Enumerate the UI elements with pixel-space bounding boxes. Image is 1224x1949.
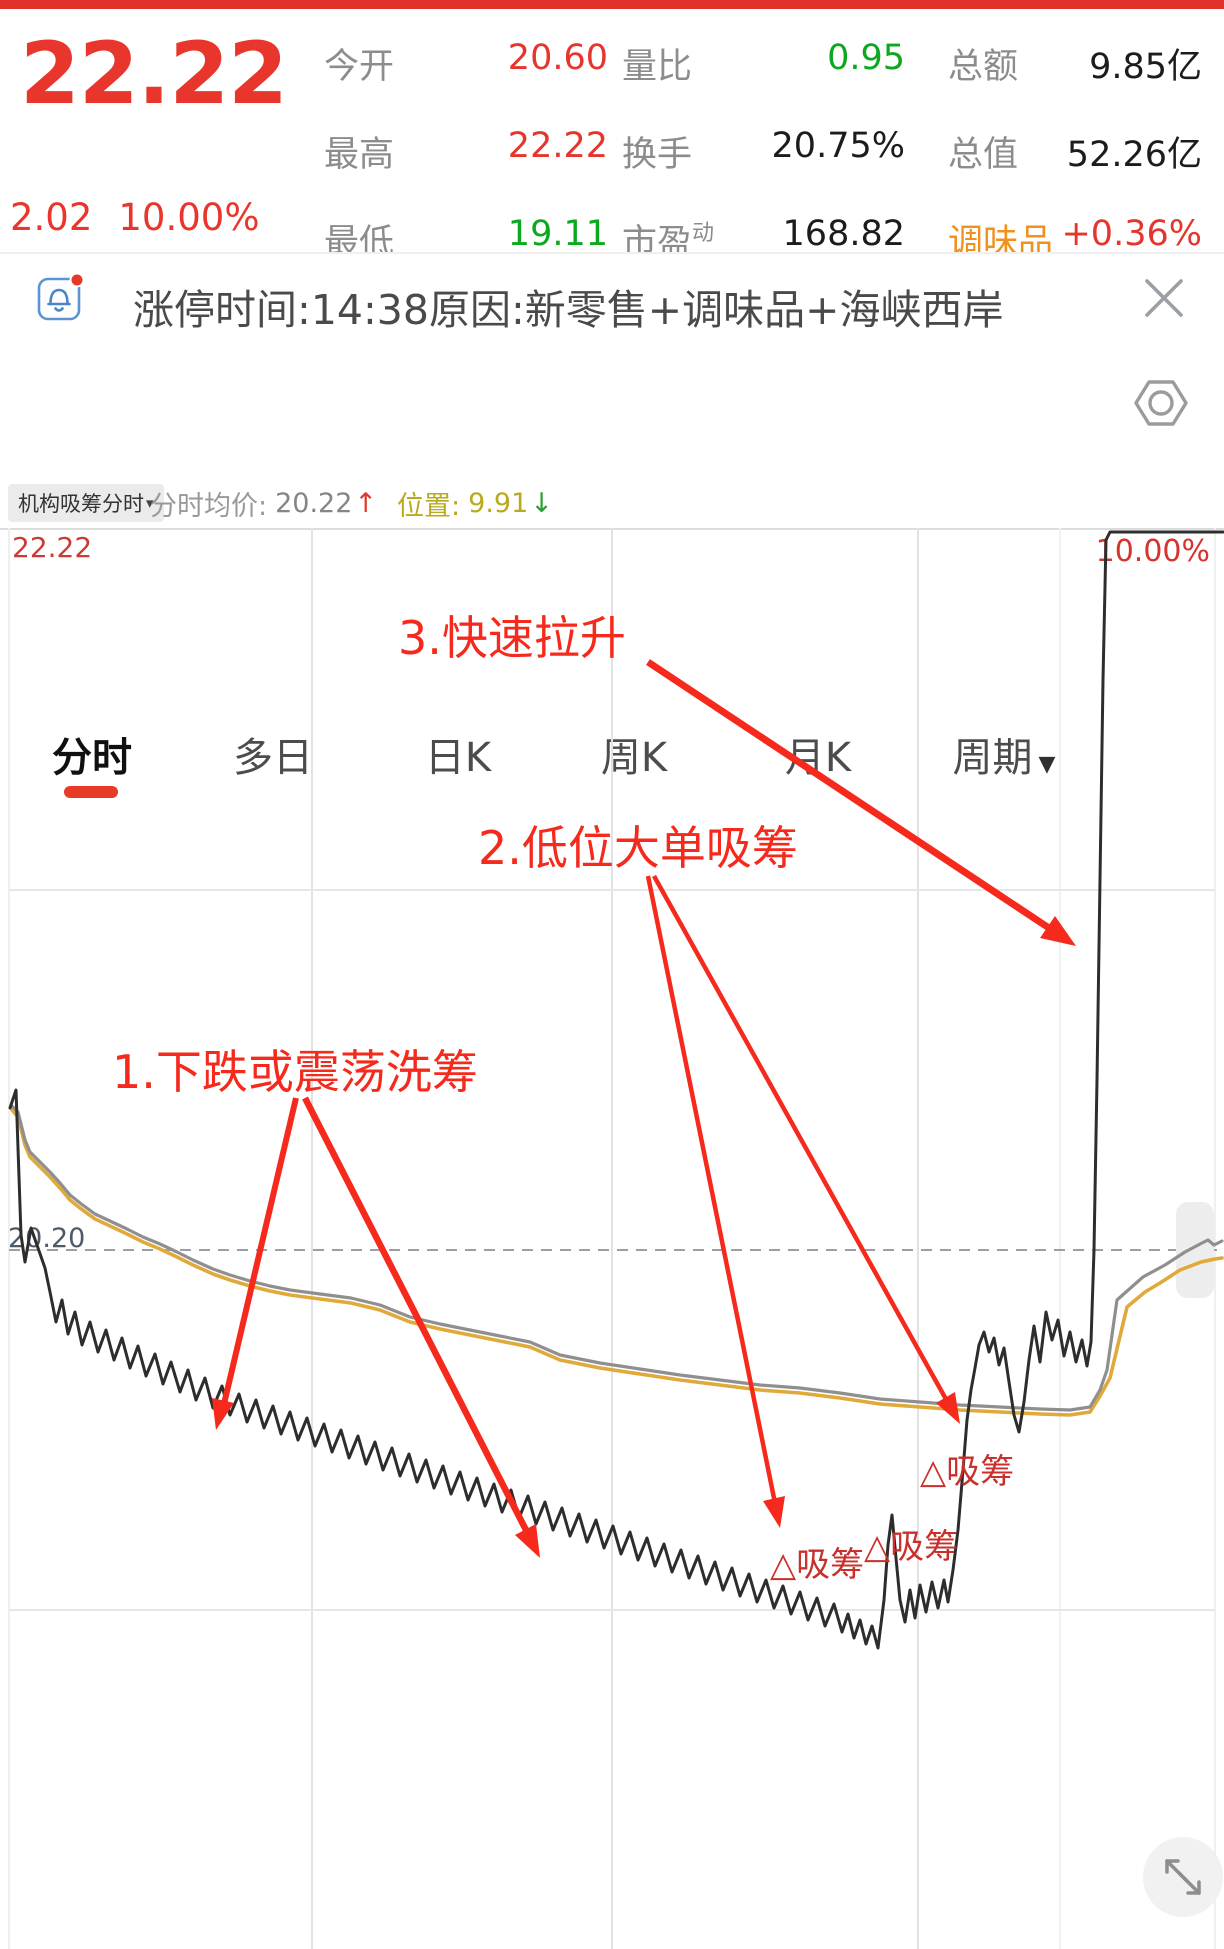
stat-label-marketcap: 总值 xyxy=(948,135,1019,175)
dropdown-arrow-icon: ▾ xyxy=(146,494,154,512)
indicator-selector-button[interactable]: 机构吸筹分时 ▾ xyxy=(8,484,164,522)
annotation-step3-arrowhead xyxy=(1040,916,1076,946)
bell-icon[interactable] xyxy=(36,270,85,324)
last-price: 22.22 xyxy=(20,24,288,124)
price-change-pct: 10.00% xyxy=(118,196,260,239)
stat-value-volume-ratio: 0.95 xyxy=(827,38,905,78)
y-axis-top-price-label: 22.22 xyxy=(12,531,92,564)
position-label: 位置: xyxy=(397,490,461,522)
annotation-step2-arrow-a xyxy=(645,875,778,1504)
annotation-step2-arrowhead-a xyxy=(763,1496,785,1528)
expand-chart-button[interactable] xyxy=(1143,1837,1223,1917)
annotation-step1-arrowhead-a xyxy=(212,1398,234,1430)
annotation-step3-text: 3.快速拉升 xyxy=(398,611,626,665)
annotation-step1-text: 1.下跌或震荡洗筹 xyxy=(112,1045,478,1099)
stat-label-open: 今开 xyxy=(324,47,395,87)
right-edge-scroll-thumb[interactable] xyxy=(1176,1202,1214,1298)
down-arrow-icon: ↓ xyxy=(530,487,553,519)
annotation-step1-arrowhead-b xyxy=(515,1524,540,1558)
annotation-layer: 3.快速拉升 2.低位大单吸筹 1.下跌或震荡洗筹 △吸筹 △吸筹 △吸筹 xyxy=(112,611,1076,1585)
price-line xyxy=(8,530,1224,1650)
stat-value-industry-pct: +0.36% xyxy=(1061,214,1202,254)
stat-value-low: 19.11 xyxy=(507,214,608,254)
institution-line-gray xyxy=(10,1104,1224,1412)
absorb-marker-1: △吸筹 xyxy=(770,1545,864,1585)
stat-label-turnover: 换手 xyxy=(622,135,693,175)
stat-value-turnover: 20.75% xyxy=(771,126,905,166)
chart-tab-bar: 分时 多日 日K 周K 月K 周期 ▼ xyxy=(0,345,1224,798)
stat-value-pe: 168.82 xyxy=(782,214,905,254)
tab-minute[interactable]: 分时 xyxy=(52,735,132,781)
expand-icon xyxy=(1165,1859,1201,1895)
stat-value-open: 20.60 xyxy=(507,38,608,78)
price-change-row: 2.02 10.00% xyxy=(10,196,285,239)
notice-bar[interactable]: 涨停时间:14:38原因:新零售+调味品+海峡西岸 xyxy=(0,252,1224,349)
pe-dynamic-sup: 动 xyxy=(692,221,715,246)
annotation-step1-arrow-a xyxy=(221,1097,299,1405)
stat-value-amount: 9.85亿 xyxy=(1089,47,1202,87)
annotation-step2-text: 2.低位大单吸筹 xyxy=(478,821,798,875)
gear-icon[interactable] xyxy=(1133,378,1189,428)
avg-price-line-yellow xyxy=(10,1108,1224,1417)
notice-text: 涨停时间:14:38原因:新零售+调味品+海峡西岸 xyxy=(133,286,1004,334)
stat-value-high: 22.22 xyxy=(507,126,608,166)
active-tab-underline xyxy=(64,786,118,798)
stat-label-high: 最高 xyxy=(324,135,395,175)
tab-multiday[interactable]: 多日 xyxy=(233,735,313,781)
absorb-marker-2: △吸筹 xyxy=(864,1527,958,1567)
intraday-chart[interactable]: 22.22 10.00% 20.20 3.快速拉升 2.低位大单吸筹 1.下跌或… xyxy=(0,528,1224,1949)
price-change: 2.02 xyxy=(10,196,93,239)
tab-daily-k[interactable]: 日K xyxy=(424,735,492,781)
stat-value-marketcap: 52.26亿 xyxy=(1066,135,1202,175)
annotation-step3-arrow xyxy=(646,659,1054,933)
stat-label-volume-ratio: 量比 xyxy=(622,47,693,87)
stat-label-amount: 总额 xyxy=(948,47,1019,87)
close-icon[interactable] xyxy=(1140,274,1188,322)
top-red-strip xyxy=(0,0,1224,9)
annotation-step1-arrow-b xyxy=(302,1096,530,1534)
avg-price-label: 分时均价: xyxy=(150,490,268,522)
up-arrow-icon: ↑ xyxy=(354,487,378,519)
y-axis-top-pct-label: 10.00% xyxy=(1096,534,1210,569)
indicator-readout: 分时均价: 20.22 ↑ 位置: 9.91 ↓ xyxy=(150,484,553,522)
annotation-step2-arrowhead-b xyxy=(936,1392,960,1424)
avg-price-value: 20.22 xyxy=(275,487,353,519)
position-value: 9.91 xyxy=(468,487,529,519)
chevron-down-icon: ▼ xyxy=(1038,752,1056,777)
absorb-marker-3: △吸筹 xyxy=(920,1452,1014,1492)
annotation-step2-arrow-b xyxy=(652,874,949,1403)
tab-period-dropdown[interactable]: 周期 ▼ xyxy=(952,735,1056,781)
